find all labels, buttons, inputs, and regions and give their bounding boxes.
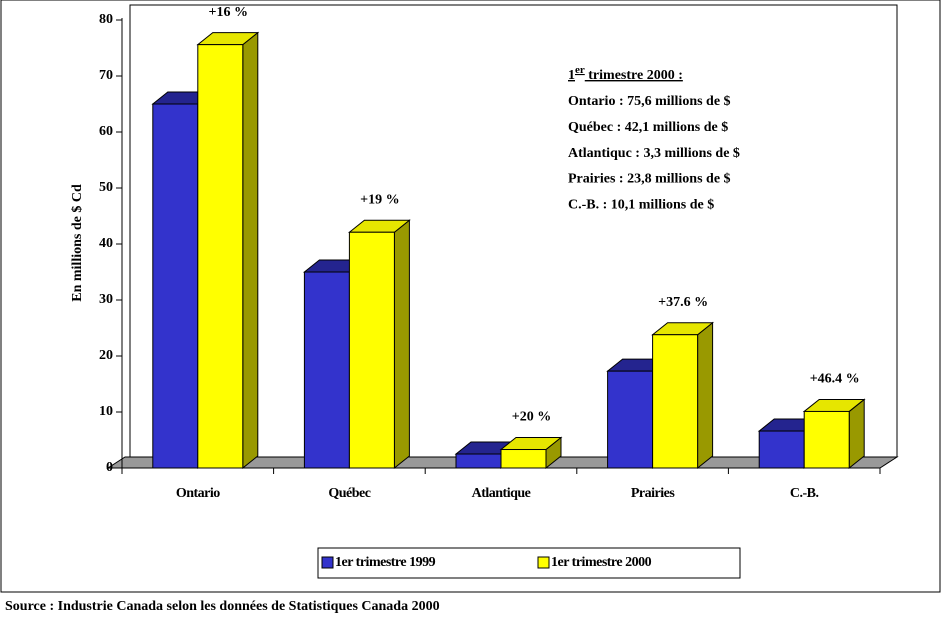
bar [347, 219, 411, 470]
bar-label: +37.6 % [658, 295, 708, 310]
bar-side [393, 219, 410, 470]
x-tick-label: Ontario [176, 486, 220, 501]
bar-side [697, 321, 714, 470]
y-tick-label: 50 [99, 180, 113, 195]
bar-front [455, 453, 502, 469]
annotation-line: Québec : 42,1 millions de $ [568, 120, 728, 135]
bar-front [500, 449, 547, 469]
y-tick-label: 0 [106, 460, 113, 475]
frame [0, 0, 941, 593]
y-tick-label: 70 [99, 68, 113, 83]
bar-side [242, 31, 259, 470]
bar-label: +19 % [360, 192, 399, 207]
bar-front [803, 410, 850, 469]
bar-label: +46.4 % [810, 372, 860, 387]
bar [196, 31, 260, 470]
annotation-title-part: 1 [568, 68, 575, 83]
bar-front [348, 231, 395, 469]
y-tick-label: 80 [99, 12, 113, 27]
legend-swatch [537, 556, 550, 569]
annotation-line: Ontario : 75,6 millions de $ [568, 94, 731, 109]
annotation-title-part: trimestre 2000 : [585, 68, 683, 83]
annotation-line: Prairies : 23,8 millions de $ [568, 172, 731, 187]
bar-label: +16 % [209, 5, 248, 20]
y-axis-label: En millions de $ Cd [70, 184, 85, 302]
annotation-title-sup: er [575, 64, 585, 76]
x-tick-label: Québec [328, 486, 370, 501]
annotation-line: Atlantiquc : 3,3 millions de $ [568, 146, 740, 161]
bar [802, 398, 866, 470]
legend-label: 1er trimestre 1999 [335, 555, 436, 570]
x-tick-label: Prairies [631, 486, 675, 501]
annotation-title: 1er trimestre 2000 : [568, 64, 683, 84]
y-tick-label: 40 [99, 236, 113, 251]
annotation-line: C.-B. : 10,1 millions de $ [568, 197, 714, 212]
source: Source : Industrie Canada selon les donn… [5, 599, 440, 614]
bar-front [652, 334, 699, 469]
x-tick-label: Atlantique [472, 486, 531, 501]
bar-front [607, 370, 654, 469]
y-tick-label: 20 [99, 348, 113, 363]
y-tick-label: 60 [99, 124, 113, 139]
legend-label: 1er trimestre 2000 [551, 555, 652, 570]
legend-swatch [321, 556, 334, 569]
bar [651, 321, 715, 470]
legend-box [317, 547, 741, 579]
bar-front [197, 44, 244, 469]
bar-label: +20 % [512, 410, 551, 425]
bar-front [152, 103, 199, 469]
bar [499, 436, 563, 470]
y-tick-label: 30 [99, 292, 113, 307]
bar-front [758, 430, 805, 469]
bar-front [303, 271, 350, 469]
x-tick-label: C.-B. [790, 486, 819, 501]
y-tick-label: 10 [99, 404, 113, 419]
